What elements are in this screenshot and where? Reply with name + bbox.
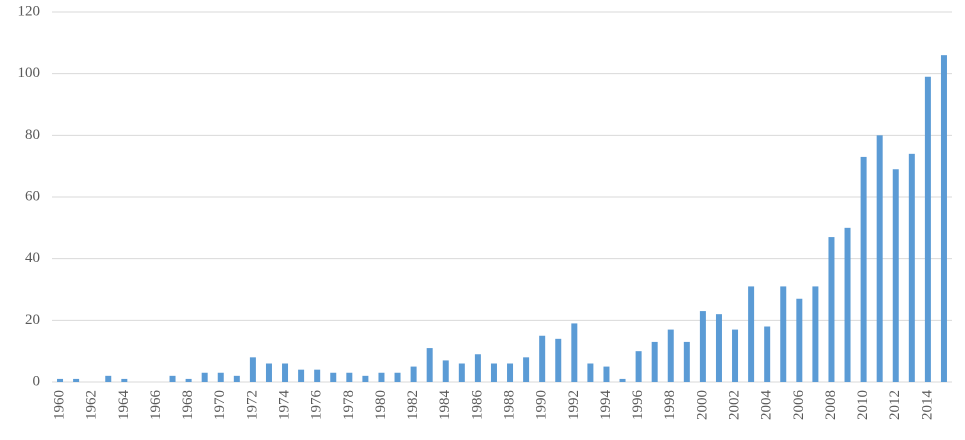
x-tick-label: 2014 — [919, 390, 935, 421]
bar — [940, 55, 947, 383]
bar — [876, 135, 883, 382]
bar — [378, 372, 385, 382]
bar — [860, 156, 867, 382]
bar — [265, 363, 272, 382]
x-tick-label: 1968 — [180, 390, 196, 420]
x-tick-label: 1966 — [148, 390, 164, 421]
bar — [394, 372, 401, 382]
bar — [732, 329, 739, 382]
bar — [105, 375, 112, 382]
bar — [603, 366, 610, 382]
x-tick-label: 1964 — [116, 390, 132, 421]
x-tick-label: 1978 — [341, 390, 357, 420]
bar — [908, 153, 915, 382]
bar — [780, 286, 787, 382]
y-tick-label: 100 — [18, 65, 41, 81]
y-tick-label: 120 — [18, 3, 41, 19]
x-tick-label: 1996 — [630, 390, 646, 421]
bar — [651, 341, 658, 382]
bar — [201, 372, 208, 382]
bar — [474, 354, 481, 382]
y-tick-label: 60 — [25, 188, 40, 204]
bar — [844, 227, 851, 382]
bar — [314, 369, 321, 382]
bar — [683, 341, 690, 382]
bar — [539, 335, 546, 382]
x-tick-label: 1972 — [244, 390, 260, 420]
x-tick-label: 1992 — [566, 390, 582, 420]
x-tick-label: 1988 — [501, 390, 517, 420]
bar — [490, 363, 497, 382]
bar — [458, 363, 465, 382]
y-tick-label: 40 — [25, 250, 40, 266]
x-tick-label: 2004 — [759, 390, 775, 421]
x-tick-label: 1990 — [534, 390, 550, 420]
bar — [249, 357, 256, 382]
bar — [715, 314, 722, 382]
bar — [362, 375, 369, 382]
bar — [635, 351, 642, 382]
x-tick-label: 2008 — [823, 390, 839, 420]
y-tick-label: 0 — [33, 373, 41, 389]
x-tick-label: 1974 — [276, 390, 292, 421]
x-tick-label: 1982 — [405, 390, 421, 420]
bar — [555, 338, 562, 382]
bar — [892, 169, 899, 382]
bar — [796, 298, 803, 382]
x-tick-label: 1998 — [662, 390, 678, 420]
bar — [330, 372, 337, 382]
bar — [442, 360, 449, 382]
bar — [571, 323, 578, 382]
bar — [523, 357, 530, 382]
bar — [828, 237, 835, 382]
x-tick-label: 1984 — [437, 390, 453, 421]
x-tick-label: 2000 — [694, 390, 710, 420]
bar — [426, 348, 433, 382]
bar — [619, 378, 626, 382]
x-tick-label: 1994 — [598, 390, 614, 421]
bar — [748, 286, 755, 382]
bar — [764, 326, 771, 382]
x-tick-label: 1980 — [373, 390, 389, 420]
x-tick-label: 2002 — [726, 390, 742, 420]
x-tick-label: 1986 — [469, 390, 485, 421]
bar — [812, 286, 819, 382]
bar — [667, 329, 674, 382]
x-tick-label: 2010 — [855, 390, 871, 420]
bar — [233, 375, 240, 382]
bar — [924, 76, 931, 382]
y-tick-label: 20 — [25, 312, 40, 328]
bar — [57, 378, 64, 382]
bar — [121, 378, 128, 382]
bar — [282, 363, 289, 382]
y-tick-label: 80 — [25, 127, 40, 143]
x-tick-label: 1962 — [84, 390, 100, 420]
bar — [699, 311, 706, 382]
bar — [410, 366, 417, 382]
x-tick-label: 2006 — [791, 390, 807, 421]
bar — [169, 375, 176, 382]
bar — [587, 363, 594, 382]
bar — [298, 369, 305, 382]
x-tick-label: 2012 — [887, 390, 903, 420]
bar — [507, 363, 514, 382]
x-tick-label: 1970 — [212, 390, 228, 420]
bar — [217, 372, 224, 382]
bar — [185, 378, 192, 382]
x-tick-label: 1960 — [51, 390, 67, 420]
x-tick-label: 1976 — [309, 390, 325, 421]
bar — [73, 378, 80, 382]
bar — [346, 372, 353, 382]
